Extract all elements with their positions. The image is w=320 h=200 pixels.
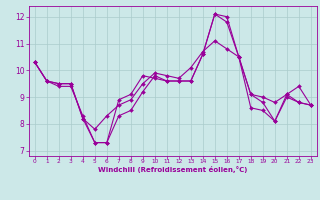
X-axis label: Windchill (Refroidissement éolien,°C): Windchill (Refroidissement éolien,°C) — [98, 166, 247, 173]
